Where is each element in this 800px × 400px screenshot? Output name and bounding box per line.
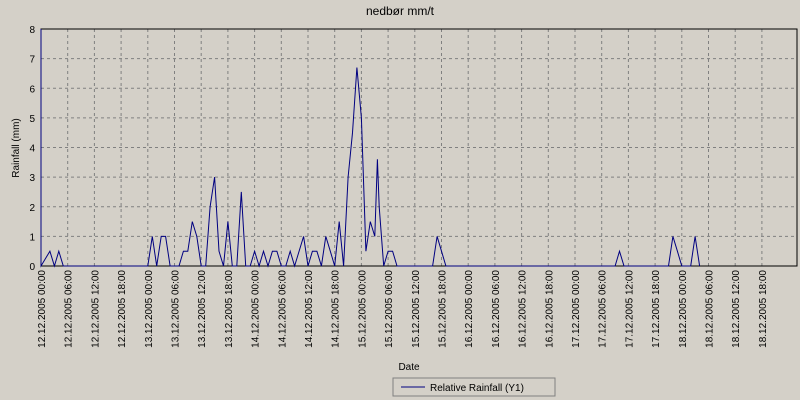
x-tick-label: 12.12.2005 12:00 [90, 270, 101, 348]
series-line [40, 29, 701, 268]
legend-entry: Relative Rainfall (Y1) [430, 383, 524, 394]
x-tick-label: 14.12.2005 06:00 [277, 270, 288, 348]
x-tick-label: 16.12.2005 18:00 [544, 270, 555, 348]
x-tick-label: 15.12.2005 12:00 [411, 270, 422, 348]
legend-box [392, 377, 556, 397]
legend: Relative Rainfall (Y1) [392, 377, 556, 397]
y-tick-label: 6 [29, 84, 35, 95]
x-tick-label: 16.12.2005 06:00 [491, 270, 502, 348]
y-tick-label: 5 [29, 114, 35, 125]
x-tick-label: 17.12.2005 06:00 [598, 270, 609, 348]
x-tick-label: 13.12.2005 18:00 [224, 270, 235, 348]
x-tick-label: 15.12.2005 18:00 [438, 270, 449, 348]
x-tick-label: 12.12.2005 00:00 [37, 270, 48, 348]
x-tick-label: 16.12.2005 12:00 [518, 270, 529, 348]
x-tick-label: 18.12.2005 06:00 [705, 270, 716, 348]
y-tick-label: 2 [29, 203, 35, 214]
y-tick-label: 0 [29, 262, 35, 273]
y-tick-label: 8 [29, 25, 35, 36]
y-axis-label: Rainfall (mm) [11, 118, 22, 177]
y-tick-label: 4 [29, 144, 35, 155]
x-tick-label: 12.12.2005 18:00 [117, 270, 128, 348]
y-tick-label: 7 [29, 55, 35, 66]
x-tick-label: 13.12.2005 00:00 [144, 270, 155, 348]
chart-title: nedbør mm/t [366, 4, 435, 18]
x-tick-label: 14.12.2005 00:00 [251, 270, 262, 348]
x-tick-label: 18.12.2005 00:00 [678, 270, 689, 348]
x-tick-label: 15.12.2005 00:00 [357, 270, 368, 348]
y-tick-label: 1 [29, 232, 35, 243]
x-tick-label: 15.12.2005 06:00 [384, 270, 395, 348]
x-tick-label: 17.12.2005 00:00 [571, 270, 582, 348]
x-tick-label: 16.12.2005 00:00 [464, 270, 475, 348]
x-tick-label: 18.12.2005 18:00 [758, 270, 769, 348]
x-tick-label: 13.12.2005 12:00 [197, 270, 208, 348]
y-tick-label: 3 [29, 173, 35, 184]
x-tick-label: 12.12.2005 06:00 [64, 270, 75, 348]
x-tick-label: 18.12.2005 12:00 [731, 270, 742, 348]
x-tick-label: 14.12.2005 12:00 [304, 270, 315, 348]
x-tick-label: 13.12.2005 06:00 [171, 270, 182, 348]
x-tick-label: 17.12.2005 18:00 [651, 270, 662, 348]
x-axis-label: Date [398, 362, 420, 373]
x-tick-label: 14.12.2005 18:00 [331, 270, 342, 348]
x-tick-label: 17.12.2005 12:00 [624, 270, 635, 348]
